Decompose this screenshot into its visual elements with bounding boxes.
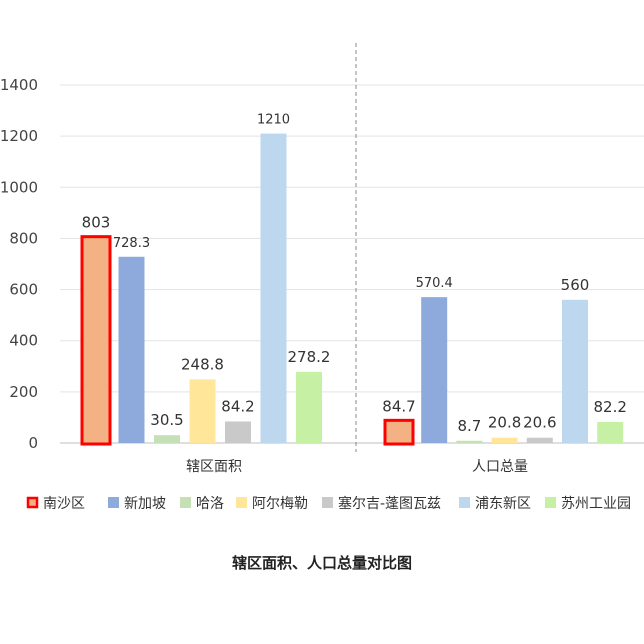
legend-label: 苏州工业园 — [561, 496, 631, 512]
bar — [296, 371, 322, 443]
bar — [562, 299, 588, 443]
bar — [456, 440, 483, 443]
data-label: 82.2 — [593, 398, 626, 416]
legend-swatch — [180, 497, 191, 508]
data-label: 84.7 — [382, 397, 415, 415]
data-label: 20.6 — [523, 414, 556, 432]
legend-swatch — [545, 497, 556, 508]
bar — [386, 421, 412, 443]
y-tick-label: 1400 — [0, 76, 38, 94]
legend-label: 浦东新区 — [475, 496, 531, 512]
bar — [189, 379, 216, 443]
data-label: 8.7 — [457, 417, 481, 435]
y-tick-label: 800 — [9, 229, 38, 247]
data-label: 248.8 — [181, 355, 224, 373]
data-label: 560 — [561, 276, 590, 294]
legend-label: 阿尔梅勒 — [252, 496, 308, 512]
data-label: 84.2 — [221, 397, 254, 415]
bar-highlight-outline — [383, 418, 415, 446]
legend-label: 新加坡 — [124, 496, 166, 512]
bar — [154, 435, 180, 443]
data-label: 1210 — [257, 113, 290, 128]
legend-swatch — [108, 497, 119, 508]
legend-label: 哈洛 — [196, 496, 224, 512]
category-label: 辖区面积 — [186, 459, 242, 475]
bar — [118, 256, 145, 443]
data-label: 20.8 — [488, 414, 521, 432]
legend-label: 南沙区 — [43, 496, 85, 512]
bar-highlight-outline — [80, 235, 112, 446]
y-tick-label: 1000 — [0, 178, 38, 196]
data-label: 803 — [82, 214, 111, 232]
data-label: 728.3 — [113, 236, 150, 251]
legend-label: 塞尔吉-蓬图瓦兹 — [338, 495, 441, 512]
bar — [83, 237, 109, 443]
bar — [260, 133, 287, 444]
data-label: 30.5 — [150, 411, 183, 429]
y-tick-label: 400 — [9, 332, 38, 350]
legend-swatch — [236, 497, 247, 508]
legend-swatch — [322, 497, 333, 508]
y-tick-label: 200 — [9, 383, 38, 401]
data-label: 278.2 — [288, 348, 331, 366]
data-label: 570.4 — [416, 276, 453, 291]
y-tick-label: 1200 — [0, 127, 38, 145]
bar — [225, 421, 251, 443]
bar — [597, 421, 624, 443]
y-tick-label: 0 — [28, 434, 38, 452]
legend-swatch — [26, 496, 39, 509]
chart-title: 辖区面积、人口总量对比图 — [231, 554, 412, 572]
category-label: 人口总量 — [472, 459, 528, 475]
bar — [491, 437, 518, 443]
y-tick-label: 600 — [9, 281, 38, 299]
legend-swatch — [459, 497, 470, 508]
bar — [526, 437, 553, 443]
bar — [421, 297, 448, 443]
